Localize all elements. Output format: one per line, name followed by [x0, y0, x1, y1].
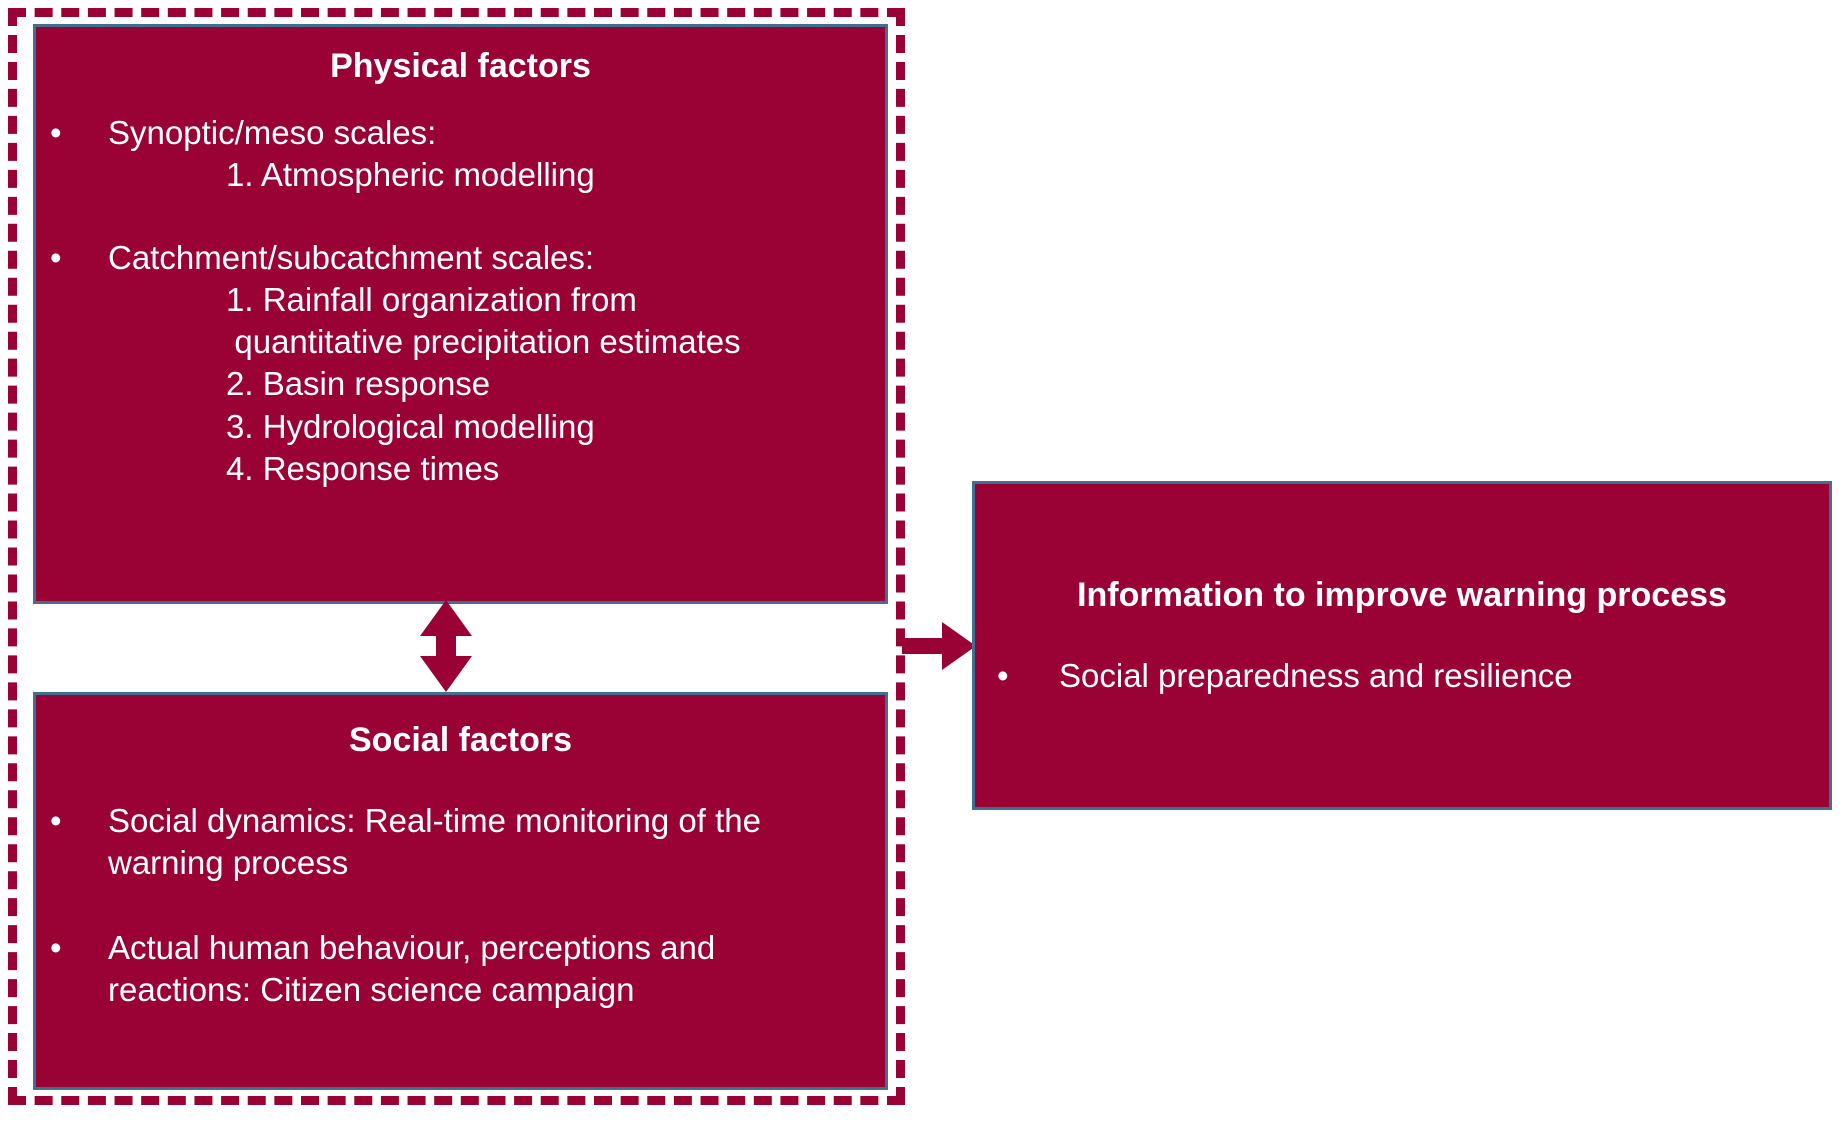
- sub-line: 1. Rainfall organization from: [226, 280, 637, 318]
- bullet-text: Social dynamics: Real-time monitoring of…: [108, 802, 761, 882]
- double-headed-vertical-arrow-icon: [420, 600, 472, 692]
- sub-line: 4. Response times: [226, 449, 500, 487]
- bullet-dot-icon: •: [50, 114, 62, 152]
- sub-line: 1. Atmospheric modelling: [226, 156, 595, 194]
- information-box: Information to improve warning process •…: [972, 481, 1832, 810]
- right-arrow-icon: [902, 622, 976, 670]
- bullet-dot-icon: •: [50, 928, 62, 966]
- physical-factors-title: Physical factors: [330, 47, 591, 85]
- dashed-group-container: [8, 8, 905, 1105]
- bullet-text: Social preparedness and resilience: [1059, 657, 1573, 695]
- physical-factors-bullet-list: • Synoptic/meso scales: 1. Atmospheric m…: [36, 112, 885, 490]
- bullet-dot-icon: •: [50, 802, 62, 840]
- social-factors-title: Social factors: [349, 721, 572, 759]
- list-item: • Social dynamics: Real-time monitoring …: [50, 800, 859, 884]
- list-item: • Catchment/subcatchment scales: 1. Rain…: [50, 237, 867, 490]
- list-item: • Social preparedness and resilience: [997, 655, 1809, 697]
- bullet-text: Catchment/subcatchment scales:: [108, 238, 595, 276]
- physical-factors-box: Physical factors • Synoptic/meso scales:…: [33, 24, 888, 604]
- information-bullet-list: • Social preparedness and resilience: [975, 655, 1829, 697]
- list-item: • Synoptic/meso scales: 1. Atmospheric m…: [50, 112, 867, 196]
- sub-line: 2. Basin response: [226, 365, 491, 403]
- sub-line: quantitative precipitation estimates: [234, 323, 741, 361]
- information-box-title: Information to improve warning process: [1077, 576, 1727, 614]
- bullet-text: Actual human behaviour, perceptions and …: [108, 928, 716, 1008]
- social-factors-box: Social factors • Social dynamics: Real-t…: [33, 692, 888, 1090]
- bullet-dot-icon: •: [997, 657, 1009, 695]
- social-factors-bullet-list: • Social dynamics: Real-time monitoring …: [36, 800, 885, 1011]
- bullet-dot-icon: •: [50, 238, 62, 276]
- bullet-text: Synoptic/meso scales:: [108, 114, 437, 152]
- list-item: • Actual human behaviour, perceptions an…: [50, 927, 859, 1011]
- sub-line: 3. Hydrological modelling: [226, 407, 595, 445]
